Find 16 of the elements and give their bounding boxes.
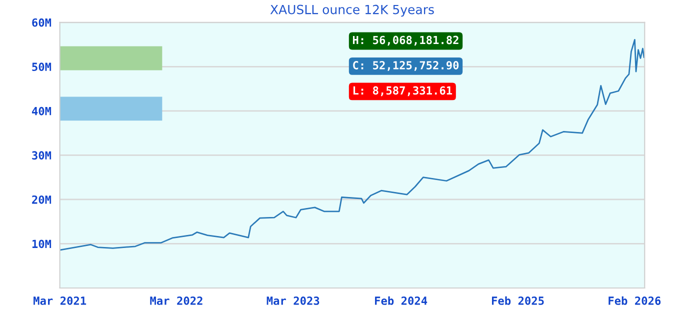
y-tick-label: 60M bbox=[32, 18, 52, 27]
y-tick-label: 10M bbox=[32, 240, 52, 248]
x-tick-label: Feb 2025 bbox=[492, 296, 544, 305]
x-tick-label: Feb 2024 bbox=[375, 296, 428, 305]
chart-title: XAUSLL ounce 12K 5years bbox=[270, 4, 434, 17]
x-tick-label: Mar 2021 bbox=[34, 296, 86, 305]
y-tick-label: 30M bbox=[32, 151, 52, 160]
annotation: H: 56,068,181.82 bbox=[352, 36, 458, 46]
y-tick-label: 40M bbox=[32, 106, 52, 116]
annotation: C: 52,125,752.90 bbox=[353, 61, 459, 71]
x-tick-label: Feb 2026 bbox=[608, 296, 661, 305]
y-tick-label: 20M bbox=[32, 195, 52, 204]
x-tick-label: Mar 2023 bbox=[266, 296, 320, 305]
x-tick-label: Mar 2022 bbox=[150, 296, 202, 305]
y-tick-label: 50M bbox=[32, 62, 52, 72]
annotation: L: 8,587,331.61 bbox=[353, 86, 452, 96]
